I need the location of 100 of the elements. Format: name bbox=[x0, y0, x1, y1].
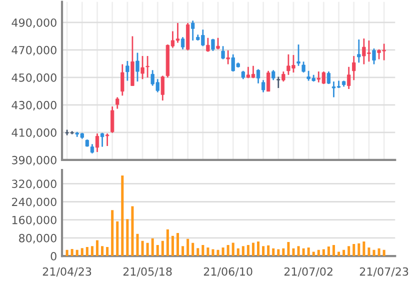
x-tick-label: 21/04/23 bbox=[42, 267, 92, 277]
candlestick bbox=[302, 60, 306, 74]
candlestick bbox=[221, 45, 225, 60]
bar bbox=[186, 238, 190, 256]
bar bbox=[86, 246, 88, 256]
candlestick bbox=[357, 38, 361, 64]
bar bbox=[96, 240, 98, 256]
bar bbox=[66, 250, 68, 256]
candlestick bbox=[211, 38, 215, 52]
y-tick-label: 490,000 bbox=[12, 18, 56, 28]
candlestick bbox=[372, 48, 376, 65]
bar bbox=[111, 210, 114, 256]
bar bbox=[166, 229, 169, 256]
bar bbox=[222, 247, 224, 256]
bar bbox=[151, 238, 154, 256]
y-tick-label: 390,000 bbox=[12, 156, 56, 166]
bar bbox=[196, 248, 200, 256]
y-tick-label: 240,000 bbox=[12, 198, 56, 208]
y-tick-label: 160,000 bbox=[12, 216, 56, 226]
bar bbox=[348, 246, 350, 256]
candlestick bbox=[116, 96, 120, 110]
bar bbox=[90, 246, 94, 256]
candlestick bbox=[276, 76, 280, 89]
bar bbox=[312, 252, 315, 256]
bar bbox=[176, 232, 179, 256]
bar bbox=[317, 250, 320, 256]
bar bbox=[182, 246, 184, 256]
bar bbox=[76, 250, 78, 256]
y-tick-label: 80,000 bbox=[19, 234, 56, 244]
bar bbox=[171, 236, 174, 256]
bar bbox=[226, 244, 230, 256]
bar bbox=[358, 243, 360, 256]
candlestick bbox=[95, 132, 100, 153]
y-tick-label: 470,000 bbox=[12, 46, 56, 56]
bar bbox=[136, 234, 139, 256]
bar bbox=[368, 247, 370, 256]
bar bbox=[342, 250, 346, 256]
x-tick-label: 21/06/10 bbox=[204, 267, 252, 277]
bar bbox=[322, 249, 325, 256]
candlestick bbox=[146, 55, 150, 78]
bar bbox=[236, 248, 240, 256]
bar bbox=[202, 244, 204, 256]
y-tick-label: 320,000 bbox=[12, 180, 56, 190]
candlestick bbox=[347, 66, 351, 90]
bar bbox=[161, 240, 164, 256]
bar bbox=[131, 206, 134, 256]
bar bbox=[146, 242, 149, 256]
bar bbox=[192, 242, 194, 256]
candlestick bbox=[160, 75, 164, 102]
bar bbox=[246, 244, 250, 256]
x-tick-label: 21/07/23 bbox=[360, 267, 408, 277]
bar bbox=[362, 242, 366, 256]
bar bbox=[116, 221, 119, 256]
candlestick bbox=[352, 55, 356, 81]
x-tick-label: 21/07/02 bbox=[284, 267, 332, 277]
bar bbox=[378, 248, 380, 256]
bar bbox=[212, 249, 214, 256]
bar bbox=[372, 250, 376, 256]
bar bbox=[141, 240, 144, 256]
y-tick-label: 0 bbox=[50, 252, 56, 260]
candlestick bbox=[282, 70, 286, 82]
bar bbox=[302, 248, 305, 256]
candlestick bbox=[105, 132, 110, 147]
bar bbox=[156, 244, 159, 256]
candlestick bbox=[261, 79, 266, 93]
candlestick bbox=[216, 37, 220, 50]
candlestick bbox=[256, 68, 260, 84]
bar bbox=[332, 244, 335, 256]
candlestick bbox=[296, 44, 300, 67]
candlestick bbox=[226, 50, 230, 65]
bar bbox=[80, 248, 84, 256]
x-tick-label: 21/05/18 bbox=[123, 267, 172, 277]
bar bbox=[70, 249, 74, 256]
bar bbox=[232, 242, 234, 256]
bar bbox=[338, 252, 340, 256]
bar bbox=[287, 242, 290, 256]
bar bbox=[252, 242, 254, 256]
bar bbox=[292, 248, 295, 256]
bar bbox=[101, 246, 104, 256]
candlestick bbox=[126, 60, 130, 82]
bar bbox=[267, 245, 270, 256]
bar bbox=[216, 250, 220, 256]
bar bbox=[382, 250, 386, 256]
bar bbox=[277, 249, 280, 256]
candlestick bbox=[136, 52, 140, 82]
bar bbox=[106, 246, 109, 256]
bar bbox=[297, 246, 300, 256]
candlestick bbox=[90, 143, 94, 154]
bar bbox=[121, 176, 124, 256]
bar bbox=[327, 246, 330, 256]
y-tick-label: 430,000 bbox=[12, 100, 56, 110]
bar bbox=[242, 246, 244, 256]
candlestick bbox=[272, 69, 276, 81]
bar bbox=[352, 244, 356, 256]
bar bbox=[282, 248, 285, 256]
candlestick bbox=[120, 64, 124, 96]
candlestick bbox=[140, 55, 144, 80]
candlestick bbox=[266, 70, 270, 92]
bar bbox=[307, 247, 310, 256]
candlestick bbox=[100, 132, 104, 148]
